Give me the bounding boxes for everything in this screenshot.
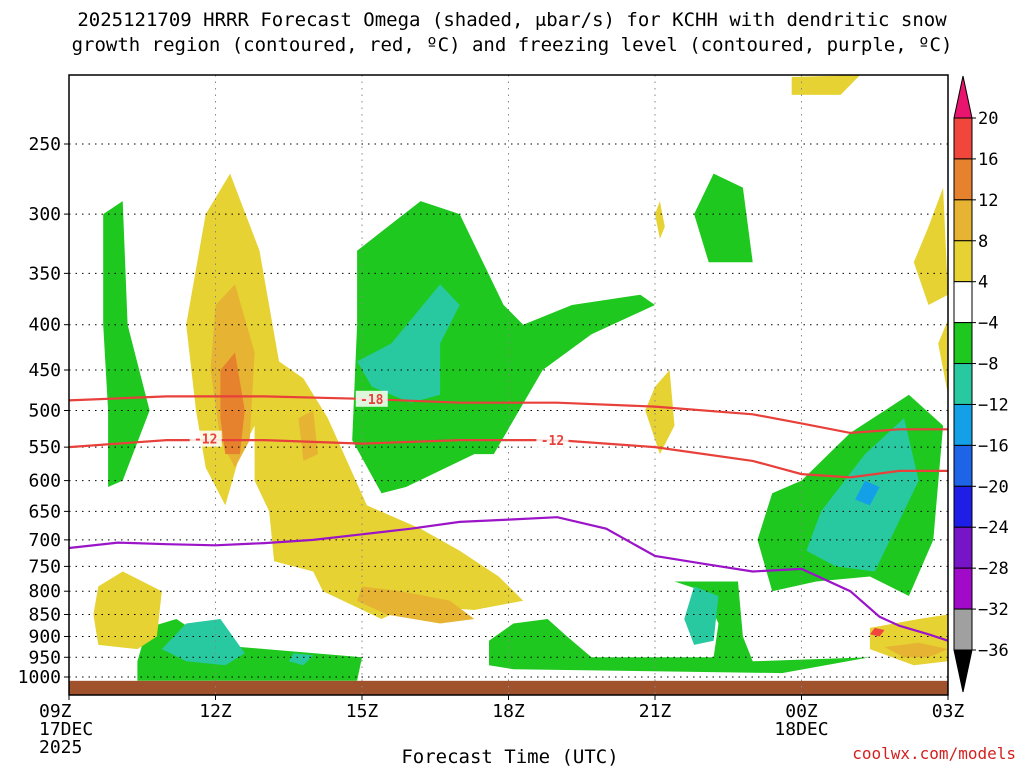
- colorbar-bottom-arrow: [953, 649, 973, 693]
- omega-area-neg12: [855, 480, 880, 506]
- site-credit[interactable]: coolwx.com/models: [852, 744, 1016, 763]
- omega-area-12: [220, 352, 245, 455]
- colorbar-label: −32: [978, 600, 1009, 620]
- omega-area-8: [884, 642, 948, 658]
- x-tick-sublabel: 18DEC: [774, 719, 828, 740]
- dgz-label-bg: [189, 430, 222, 447]
- colorbar-label: −8: [978, 355, 998, 375]
- omega-area-4: [913, 187, 948, 305]
- colorbar-box: [953, 322, 973, 365]
- colorbar-box: [953, 403, 973, 446]
- colorbar-label: −24: [978, 518, 1009, 538]
- x-tick-label: 21Z: [639, 701, 672, 722]
- y-tick-label: 800: [28, 581, 61, 602]
- colorbar-box: [953, 240, 973, 283]
- colorbar-label: 12: [978, 191, 998, 211]
- colorbar-top-arrow: [953, 75, 973, 119]
- dgz-contour-label: -12: [541, 434, 564, 449]
- y-tick-label: 400: [28, 315, 61, 336]
- omega-area-neg4: [694, 173, 753, 263]
- y-tick-label: 850: [28, 605, 61, 626]
- dgz-contour-label: -12: [194, 433, 217, 448]
- y-tick-label: 650: [28, 501, 61, 522]
- y-tick-label: 1000: [18, 667, 61, 688]
- omega-area-neg8: [357, 284, 460, 403]
- x-axis-label: Forecast Time (UTC): [401, 746, 619, 768]
- y-tick-label: 900: [28, 626, 61, 647]
- omega-area-neg8: [161, 619, 245, 666]
- omega-area-neg8: [288, 653, 314, 666]
- dgz-contour-neg12: [68, 439, 948, 479]
- colorbar-label: −4: [978, 314, 998, 334]
- colorbar-box: [953, 444, 973, 487]
- y-tick-label: 450: [28, 360, 61, 381]
- omega-area-8: [357, 586, 475, 624]
- omega-area-4: [93, 571, 162, 650]
- omega-area-neg4: [103, 201, 150, 487]
- omega-area-neg4: [489, 581, 870, 674]
- colorbar-label: −36: [978, 641, 1009, 661]
- x-tick-sublabel: 17DEC: [39, 719, 93, 740]
- colorbar-label: −12: [978, 395, 1009, 415]
- x-tick-label: 12Z: [199, 701, 232, 722]
- colorbar-label: 20: [978, 109, 998, 129]
- y-tick-label: 250: [28, 134, 61, 155]
- x-tick-label: 00Z: [785, 701, 818, 722]
- colorbar-label: 8: [978, 232, 988, 252]
- omega-area-4: [791, 75, 861, 95]
- colorbar-box: [953, 117, 973, 160]
- colorbar-label: 4: [978, 273, 988, 293]
- colorbar-box: [953, 485, 973, 528]
- contour-lines: -18 -12 -12: [68, 390, 949, 642]
- y-tick-label: 500: [28, 401, 61, 422]
- colorbar-box: [953, 199, 973, 242]
- y-tick-label: 600: [28, 471, 61, 492]
- y-tick-label: 300: [28, 204, 61, 225]
- colorbar-label: −16: [978, 436, 1009, 456]
- dgz-contour-label: -18: [360, 393, 384, 408]
- y-tick-label: 750: [28, 556, 61, 577]
- colorbar-box: [953, 526, 973, 569]
- omega-area-4: [186, 173, 524, 619]
- colorbar-label: 16: [978, 150, 998, 170]
- colorbar-box: [953, 281, 973, 324]
- dgz-label-bg: [536, 432, 569, 449]
- y-tick-label: 950: [28, 647, 61, 668]
- omega-area-8: [298, 410, 318, 461]
- axes: 2503003504004505005506006507007508008509…: [18, 74, 965, 758]
- dgz-contour-neg18: [68, 395, 948, 435]
- x-tick-label: 18Z: [492, 701, 525, 722]
- y-tick-label: 550: [28, 437, 61, 458]
- colorbar-label: −28: [978, 559, 1009, 579]
- x-tick-label: 09Z: [39, 701, 72, 722]
- y-tick-label: 700: [28, 530, 61, 551]
- dgz-label-bg: [355, 390, 388, 407]
- colorbar-box: [953, 158, 973, 201]
- y-tick-label: 350: [28, 263, 61, 284]
- ground-strip: [69, 680, 948, 695]
- omega-area-neg4: [352, 201, 655, 494]
- x-tick-label: 15Z: [346, 701, 379, 722]
- x-tick-label: 03Z: [932, 701, 965, 722]
- colorbar-box: [953, 363, 973, 405]
- colorbar-box: [953, 567, 973, 610]
- chart-title-line-2: growth region (contoured, red, ºC) and f…: [71, 34, 953, 56]
- omega-area-4: [645, 370, 675, 455]
- x-tick-sublabel: 2025: [39, 737, 82, 758]
- freezing-level-contour: [68, 516, 949, 642]
- omega-area-4: [938, 319, 948, 395]
- colorbar-label: −20: [978, 477, 1009, 497]
- omega-area-16: [869, 627, 885, 637]
- omega-area-4: [655, 201, 665, 239]
- chart-title-line-1: 2025121709 HRRR Forecast Omega (shaded, …: [77, 9, 947, 31]
- omega-shading-layer: [69, 75, 948, 695]
- colorbar-box: [953, 608, 973, 651]
- omega-area-neg8: [684, 586, 719, 645]
- colorbar: 20 16 12 8 4 −4 −8 −12 −16 −20 −24 −28 −32 −36: [953, 75, 1009, 693]
